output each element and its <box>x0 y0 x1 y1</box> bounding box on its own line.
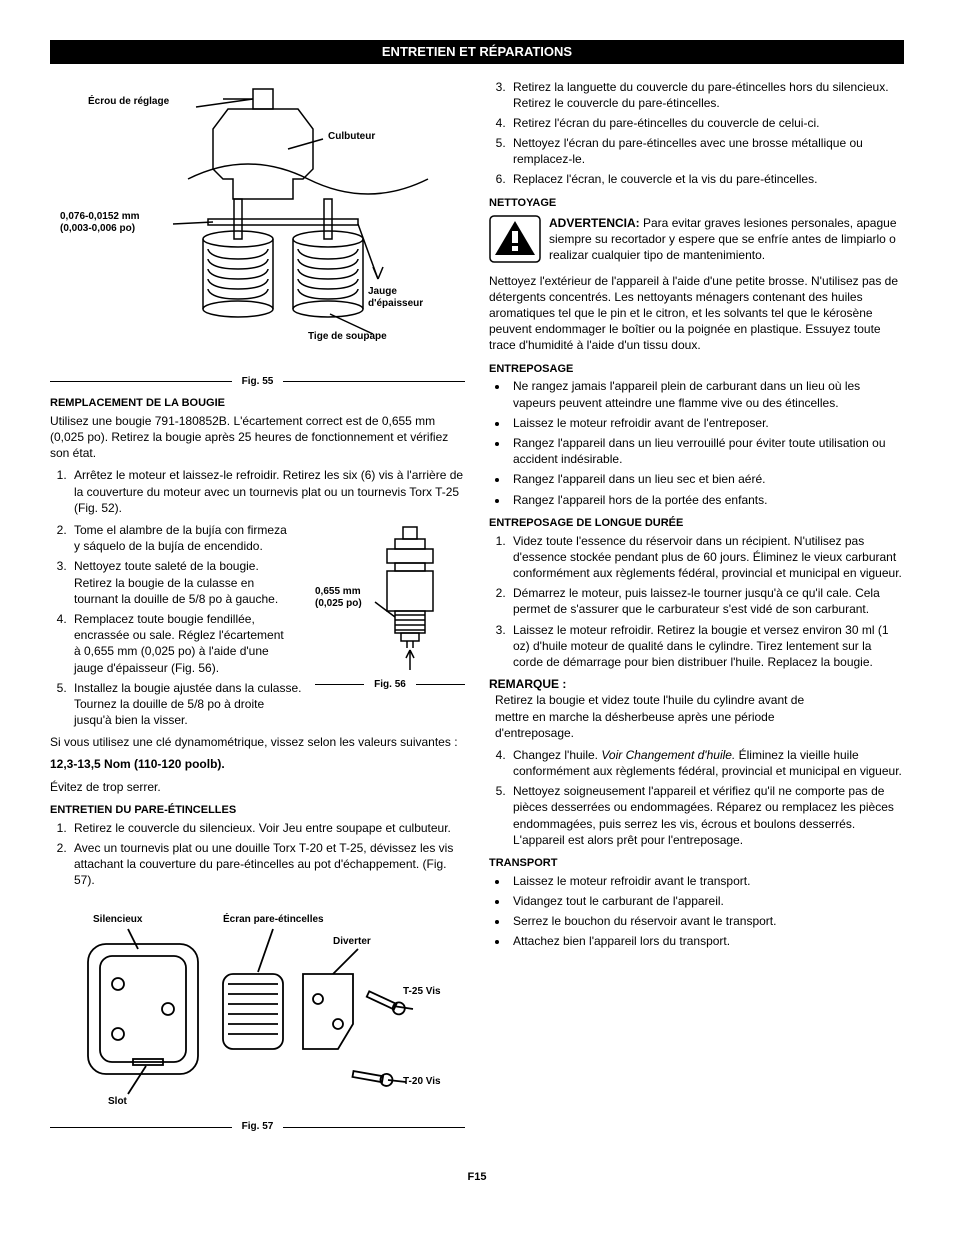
fig57-silencieux: Silencieux <box>93 914 143 925</box>
figure-57: Silencieux Écran pare-étincelles Diverte… <box>50 894 465 1134</box>
heading-nettoyage: NETTOYAGE <box>489 196 904 211</box>
list-item: Rangez l'appareil dans un lieu verrouill… <box>509 435 904 467</box>
page-number: F15 <box>50 1170 904 1185</box>
heading-longue: ENTREPOSAGE DE LONGUE DURÉE <box>489 516 904 531</box>
fig57-slot: Slot <box>108 1096 128 1107</box>
fig57-caption: Fig. 57 <box>232 1120 284 1134</box>
fig57-diverter: Diverter <box>333 936 371 947</box>
right-column: Retirez la languette du couvercle du par… <box>489 79 904 1140</box>
list-item: Videz toute l'essence du réservoir dans … <box>509 533 904 582</box>
fig56-gap1: 0,655 mm <box>315 586 361 597</box>
fig56-gap2: (0,025 po) <box>315 598 362 609</box>
list-entreposage: Ne rangez jamais l'appareil plein de car… <box>509 378 904 507</box>
figure-56: 0,655 mm (0,025 po) Fig. 56 <box>315 522 465 698</box>
warning-icon <box>489 215 541 267</box>
warning-box: ADVERTENCIA: Para evitar graves lesiones… <box>489 215 904 267</box>
fig55-gap1: 0,076-0,0152 mm <box>60 211 140 222</box>
fig55-ecrou: Écrou de réglage <box>88 94 170 107</box>
fig55-jauge1: Jauge <box>368 286 397 297</box>
figure-55: Écrou de réglage Culbuteur 0,076-0,0152 … <box>50 79 465 389</box>
list-item: Rangez l'appareil hors de la portée des … <box>509 492 904 508</box>
list-item: Vidangez tout le carburant de l'appareil… <box>509 893 904 909</box>
heading-pare: ENTRETIEN DU PARE-ÉTINCELLES <box>50 803 465 818</box>
list-bougie: Arrêtez le moteur et laissez-le refroidi… <box>70 467 465 516</box>
left-column: Écrou de réglage Culbuteur 0,076-0,0152 … <box>50 79 465 1140</box>
list-item: Laissez le moteur refroidir avant de l'e… <box>509 415 904 431</box>
list-pare-cont: Retirez la languette du couvercle du par… <box>509 79 904 188</box>
list-item: Démarrez le moteur, puis laissez-le tour… <box>509 585 904 617</box>
fig55-jauge2: d'épaisseur <box>368 298 423 309</box>
list-item: Retirez l'écran du pare-étincelles du co… <box>509 115 904 131</box>
fig55-culbuteur: Culbuteur <box>328 131 375 142</box>
fig56-caption: Fig. 56 <box>364 678 416 692</box>
heading-bougie: REMPLACEMENT DE LA BOUGIE <box>50 396 465 411</box>
list-transport: Laissez le moteur refroidir avant le tra… <box>509 873 904 950</box>
list-item: Ne rangez jamais l'appareil plein de car… <box>509 378 904 410</box>
heading-transport: TRANSPORT <box>489 856 904 871</box>
para-torque: 12,3-13,5 Nom (110-120 poolb). <box>50 756 465 772</box>
list-item: Arrêtez le moteur et laissez-le refroidi… <box>70 467 465 516</box>
list-item: Remplacez toute bougie fendillée, encras… <box>70 611 291 676</box>
fig56-svg: 0,655 mm (0,025 po) <box>315 522 465 672</box>
list-item: Retirez la languette du couvercle du par… <box>509 79 904 111</box>
list-longue-a: Videz toute l'essence du réservoir dans … <box>509 533 904 671</box>
para-bougie-intro: Utilisez une bougie 791-180852B. L'écart… <box>50 413 465 462</box>
fig57-svg: Silencieux Écran pare-étincelles Diverte… <box>58 894 458 1114</box>
list-item: Retirez le couvercle du silencieux. Voir… <box>70 820 465 836</box>
warning-text: ADVERTENCIA: Para evitar graves lesiones… <box>549 215 904 264</box>
fig57-t20: T-20 Vis <box>403 1076 441 1087</box>
fig55-caption: Fig. 55 <box>232 375 284 389</box>
list-item: Attachez bien l'appareil lors du transpo… <box>509 933 904 949</box>
list-item: Nettoyez l'écran du pare-étincelles avec… <box>509 135 904 167</box>
list-item: Replacez l'écran, le couvercle et la vis… <box>509 171 904 187</box>
heading-entreposage: ENTREPOSAGE <box>489 362 904 377</box>
fig55-gap2: (0,003-0,006 po) <box>60 223 135 234</box>
list-item: Nettoyez soigneusement l'appareil et vér… <box>509 783 904 848</box>
fig57-ecran: Écran pare-étincelles <box>223 912 324 925</box>
section-header: ENTRETIEN ET RÉPARATIONS <box>50 40 904 64</box>
fig55-svg: Écrou de réglage Culbuteur 0,076-0,0152 … <box>58 79 458 369</box>
list-longue-b: Changez l'huile. Voir Changement d'huile… <box>509 747 904 848</box>
list-item: Tome el alambre de la bujía con firmeza … <box>70 522 291 554</box>
list-item: Avec un tournevis plat ou une douille To… <box>70 840 465 889</box>
fig55-tige: Tige de soupape <box>308 331 387 342</box>
list-pare: Retirez le couvercle du silencieux. Voir… <box>70 820 465 889</box>
remark: REMARQUE : Retirez la bougie et videz to… <box>489 676 904 741</box>
list-item: Laissez le moteur refroidir avant le tra… <box>509 873 904 889</box>
fig57-t25: T-25 Vis <box>403 986 441 997</box>
para-dyn: Si vous utilisez une clé dynamométrique,… <box>50 734 465 750</box>
list-item: Serrez le bouchon du réservoir avant le … <box>509 913 904 929</box>
list-item: Rangez l'appareil dans un lieu sec et bi… <box>509 471 904 487</box>
list-item: Changez l'huile. Voir Changement d'huile… <box>509 747 904 779</box>
para-nettoyage: Nettoyez l'extérieur de l'appareil à l'a… <box>489 273 904 354</box>
para-evitez: Évitez de trop serrer. <box>50 779 465 795</box>
list-item: Nettoyez toute saleté de la bougie. Reti… <box>70 558 291 607</box>
list-item: Laissez le moteur refroidir. Retirez la … <box>509 622 904 671</box>
